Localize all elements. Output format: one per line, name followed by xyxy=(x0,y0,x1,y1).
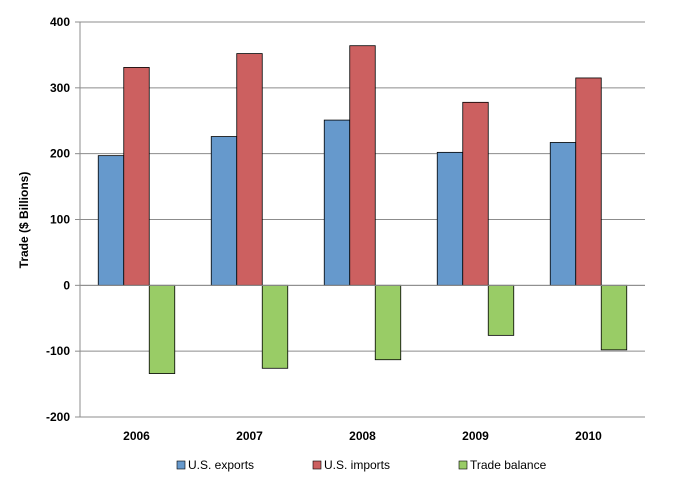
legend-label: Trade balance xyxy=(470,458,547,472)
bar-group-2010 xyxy=(549,77,628,351)
y-tick-labels: 400 300 200 100 0 -100 -200 xyxy=(46,15,70,424)
y-tick-label: 100 xyxy=(50,213,70,227)
legend-item-trade-balance: Trade balance xyxy=(458,458,547,472)
bar-group-2008 xyxy=(323,45,402,361)
legend-label: U.S. imports xyxy=(324,458,390,472)
bar-u-s-exports xyxy=(97,155,125,286)
bar-u-s-imports xyxy=(236,53,263,286)
legend-item-u-s-exports: U.S. exports xyxy=(176,458,254,472)
bar-u-s-imports xyxy=(123,67,150,286)
bar-u-s-exports xyxy=(436,151,464,286)
bar-trade-balance xyxy=(600,284,628,351)
legend-label: U.S. exports xyxy=(188,458,254,472)
bar-u-s-imports xyxy=(575,77,602,286)
y-tick-label: 300 xyxy=(50,81,70,95)
bar-group-2006 xyxy=(97,67,176,374)
bar-trade-balance xyxy=(487,284,515,336)
legend: U.S. exports U.S. imports Trade balance xyxy=(176,458,547,472)
x-tick-label: 2007 xyxy=(236,429,263,443)
bar-u-s-imports xyxy=(462,101,489,286)
legend-item-u-s-imports: U.S. imports xyxy=(312,458,390,472)
legend-swatch xyxy=(458,460,468,470)
x-tick-label: 2008 xyxy=(349,429,376,443)
bar-trade-balance xyxy=(261,284,289,369)
y-tick-label: 400 xyxy=(50,15,70,29)
x-tick-label: 2006 xyxy=(123,429,150,443)
y-tick-label: -100 xyxy=(46,344,70,358)
bar-u-s-exports xyxy=(549,142,577,286)
y-tick-label: 0 xyxy=(63,278,70,292)
bar-group-2007 xyxy=(210,53,289,369)
legend-swatch xyxy=(312,460,322,470)
bar-trade-balance xyxy=(374,284,402,361)
bar-u-s-imports xyxy=(349,45,376,286)
bar-u-s-exports xyxy=(210,136,238,286)
y-tick-label: 200 xyxy=(50,147,70,161)
bar-group-2009 xyxy=(436,101,515,336)
x-tick-labels: 2006 2007 2008 2009 2010 xyxy=(123,429,602,443)
axes xyxy=(79,22,645,417)
legend-swatch xyxy=(176,460,186,470)
bar-groups xyxy=(97,45,628,374)
y-axis-label: Trade ($ Billions) xyxy=(17,172,31,269)
bar-trade-balance xyxy=(148,284,176,374)
x-tick-label: 2009 xyxy=(462,429,489,443)
bar-u-s-exports xyxy=(323,119,351,286)
x-tick-label: 2010 xyxy=(575,429,602,443)
y-tick-label: -200 xyxy=(46,410,70,424)
